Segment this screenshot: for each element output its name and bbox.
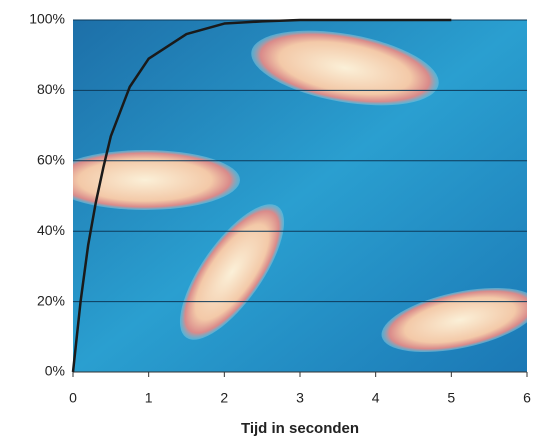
x-tick-label: 5 bbox=[447, 390, 455, 406]
x-tick-label: 2 bbox=[220, 390, 228, 406]
y-tick-label: 80% bbox=[37, 81, 65, 97]
y-tick-label: 0% bbox=[45, 363, 65, 379]
y-tick-label: 20% bbox=[37, 292, 65, 308]
x-axis-label: Tijd in seconden bbox=[241, 420, 359, 437]
y-tick-label: 100% bbox=[29, 11, 65, 27]
y-tick-label: 60% bbox=[37, 152, 65, 168]
x-tick-label: 6 bbox=[523, 390, 531, 406]
x-tick-label: 3 bbox=[296, 390, 304, 406]
line bbox=[71, 18, 452, 373]
x-tick-label: 1 bbox=[145, 390, 153, 406]
x-tick-label: 0 bbox=[69, 390, 77, 406]
background-image bbox=[73, 20, 527, 372]
x-tick-label: 4 bbox=[372, 390, 380, 406]
y-tick-label: 40% bbox=[37, 222, 65, 238]
